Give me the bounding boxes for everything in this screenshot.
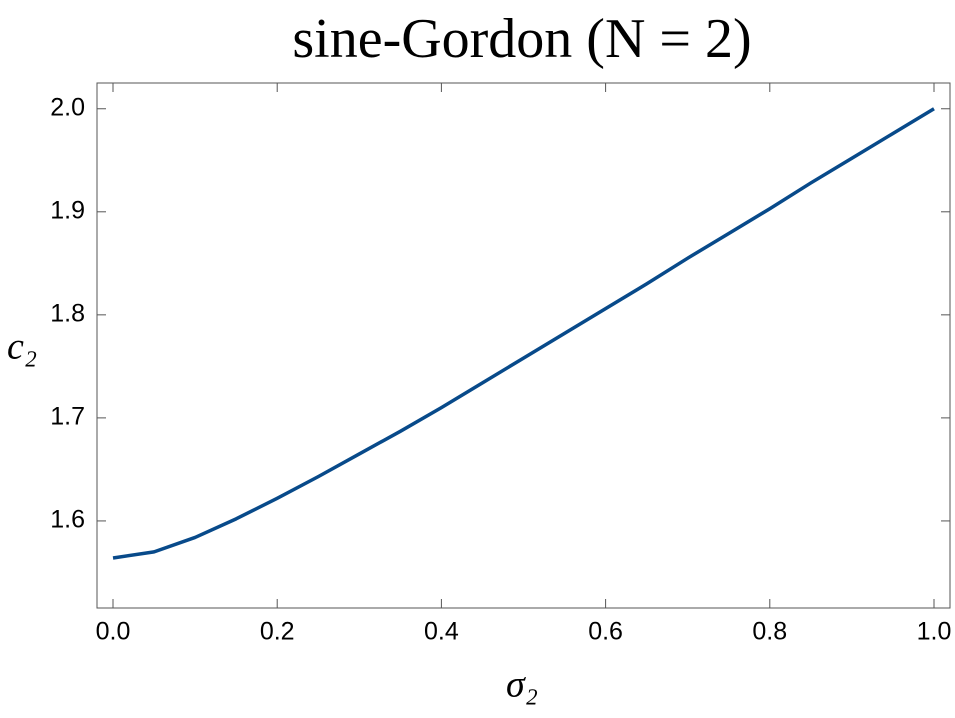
y-tick-label: 2.0 — [50, 93, 85, 121]
y-tick-label: 1.8 — [50, 299, 85, 327]
y-tick-label: 1.9 — [50, 196, 85, 224]
x-tick-label: 0.2 — [260, 618, 295, 646]
y-tick-label: 1.6 — [50, 506, 85, 534]
y-tick-label: 1.7 — [50, 402, 85, 430]
x-tick-label: 0.6 — [588, 618, 623, 646]
x-tick-label: 0.0 — [96, 618, 131, 646]
plot-frame — [96, 82, 951, 609]
x-tick-label: 1.0 — [917, 618, 952, 646]
line — [112, 107, 935, 560]
x-tick-label: 0.4 — [424, 618, 459, 646]
x-tick-label: 0.8 — [752, 618, 787, 646]
chart-title: sine-Gordon (N = 2) — [292, 8, 751, 70]
x-axis-label: σ₂ — [506, 664, 538, 706]
y-axis-label: c₂ — [7, 326, 37, 368]
